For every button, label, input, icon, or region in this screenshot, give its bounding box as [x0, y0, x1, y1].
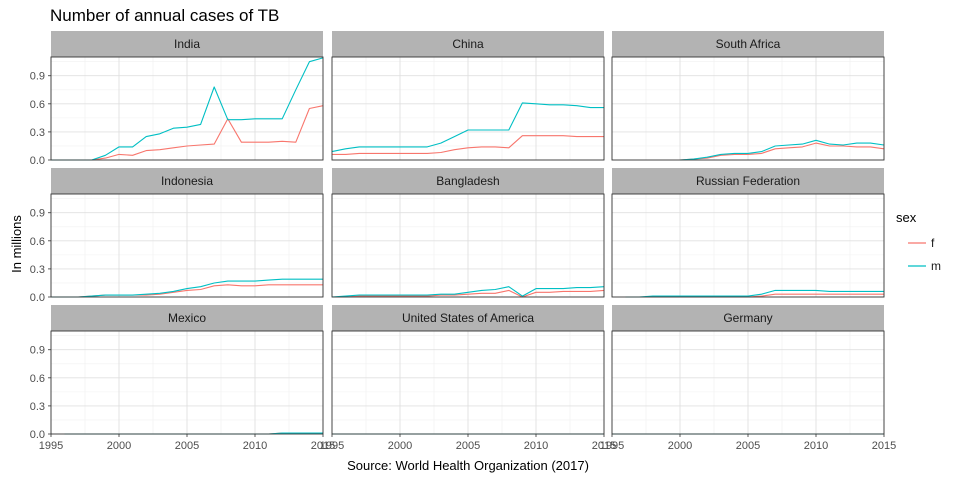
y-tick-label: 0.6 — [30, 373, 45, 385]
y-tick-label: 0.3 — [30, 127, 45, 139]
x-tick-label: 2015 — [311, 440, 335, 452]
facet-strip-mexico — [51, 305, 323, 331]
x-tick-label: 2000 — [668, 440, 692, 452]
facet-india: India — [50, 31, 324, 161]
facet-label-mexico: Mexico — [168, 311, 206, 325]
facet-strip-south-africa — [612, 31, 884, 57]
y-tick-label: 0.9 — [30, 71, 45, 83]
y-tick-label: 0.0 — [30, 429, 45, 441]
series-line-f-south-africa — [679, 142, 885, 161]
panel-border — [50, 193, 324, 298]
x-tick-label: 2005 — [736, 440, 760, 452]
series-line-m-china — [331, 102, 604, 153]
x-tick-label: 2005 — [456, 440, 480, 452]
facet-label-china: China — [452, 37, 484, 51]
facet-bangladesh: Bangladesh — [331, 168, 605, 298]
facet-strip-united-states-of-america — [332, 305, 604, 331]
legend-label-m: m — [931, 259, 941, 273]
facet-strip-germany — [612, 305, 884, 331]
panel-border — [50, 56, 324, 161]
x-tick-label: 2010 — [243, 440, 267, 452]
facet-germany: Germany — [611, 305, 885, 435]
x-tick-label: 2015 — [592, 440, 616, 452]
y-tick-label: 0.6 — [30, 236, 45, 248]
y-tick-label: 0.6 — [30, 99, 45, 111]
facet-grid: India China South Africa Indonesia Banglades… — [50, 31, 885, 435]
facet-label-south-africa: South Africa — [716, 37, 781, 51]
y-tick-label: 0.0 — [30, 155, 45, 167]
series-line-m-south-africa — [679, 139, 885, 161]
x-tick-label: 2010 — [804, 440, 828, 452]
legend-label-f: f — [931, 236, 935, 250]
series-line-m-russian-federation — [625, 289, 884, 298]
x-tick-label: 2000 — [388, 440, 412, 452]
facet-strip-china — [332, 31, 604, 57]
y-axis-title: In millions — [9, 215, 24, 273]
facet-label-bangladesh: Bangladesh — [436, 174, 499, 188]
legend-title: sex — [896, 210, 917, 225]
panel-border — [331, 193, 605, 298]
facet-strip-russian-federation — [612, 168, 884, 194]
facet-label-united-states-of-america: United States of America — [402, 311, 534, 325]
series-line-m-india — [51, 57, 324, 161]
facet-strip-bangladesh — [332, 168, 604, 194]
y-tick-label: 0.9 — [30, 208, 45, 220]
y-tick-label: 0.0 — [30, 292, 45, 304]
series-line-m-bangladesh — [331, 286, 605, 298]
series-line-m-indonesia — [51, 278, 323, 298]
panel-border — [611, 56, 885, 161]
x-tick-label: 1995 — [600, 440, 624, 452]
facet-mexico: Mexico — [50, 305, 324, 435]
facet-label-indonesia: Indonesia — [161, 174, 213, 188]
y-tick-label: 0.3 — [30, 401, 45, 413]
x-axis-title: Source: World Health Organization (2017) — [347, 458, 589, 473]
x-tick-label: 1995 — [39, 440, 63, 452]
facet-label-india: India — [174, 37, 200, 51]
y-tick-label: 0.9 — [30, 345, 45, 357]
x-tick-label: 2000 — [107, 440, 131, 452]
facet-south-africa: South Africa — [611, 31, 885, 161]
x-tick-label: 2005 — [175, 440, 199, 452]
facet-strip-indonesia — [51, 168, 323, 194]
panel-border — [331, 56, 605, 161]
facet-china: China — [331, 31, 605, 161]
facet-label-russian-federation: Russian Federation — [696, 174, 800, 188]
panel-border — [611, 193, 885, 298]
axes: 0.0 0.3 0.6 0.9 0.0 0.3 0.6 0.9 0.0 0.3 0.6 0.9 1995… — [30, 71, 897, 452]
series-line-f-india — [51, 105, 324, 161]
facet-indonesia: Indonesia — [50, 168, 324, 298]
facet-label-germany: Germany — [723, 311, 772, 325]
x-tick-label: 2010 — [524, 440, 548, 452]
series-line-f-china — [332, 135, 604, 155]
y-tick-label: 0.3 — [30, 264, 45, 276]
facet-united-states-of-america: United States of America — [331, 305, 605, 435]
x-tick-label: 2015 — [872, 440, 896, 452]
facet-strip-india — [51, 31, 323, 57]
legend: sex f m — [896, 210, 941, 273]
chart-title: Number of annual cases of TB — [50, 6, 279, 25]
series-line-f-bangladesh — [332, 289, 605, 298]
x-tick-label: 1995 — [320, 440, 344, 452]
facet-russian-federation: Russian Federation — [611, 168, 885, 298]
